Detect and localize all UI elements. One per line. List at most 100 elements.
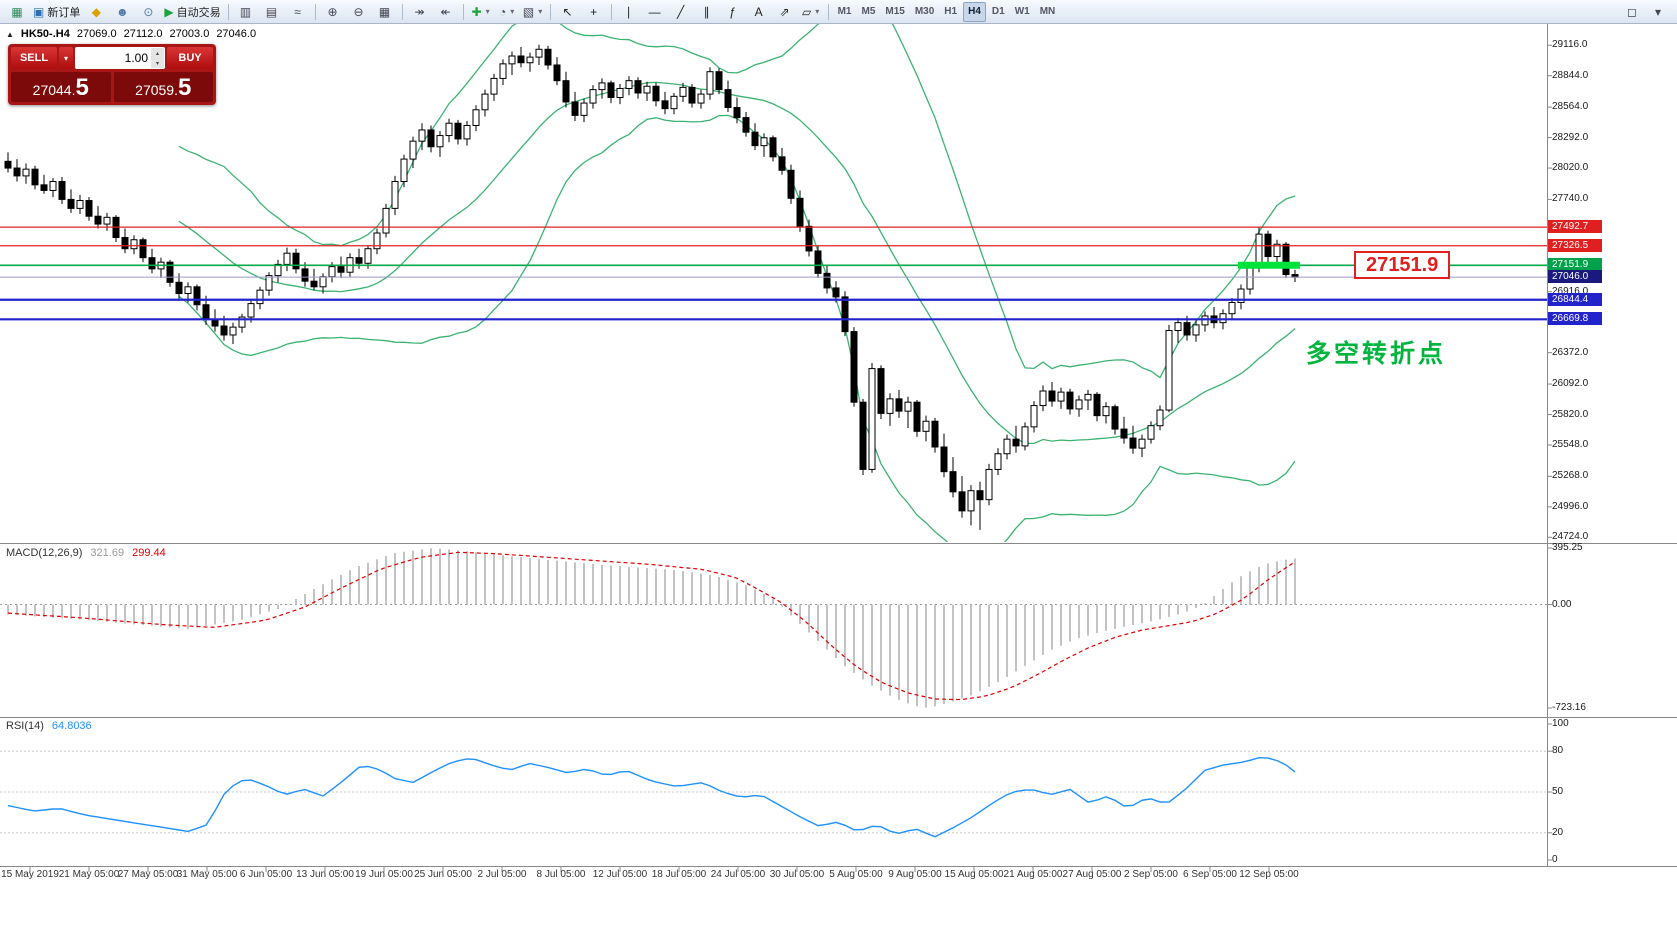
crosshair-icon[interactable]: + <box>581 2 607 22</box>
navigator-icon: ⊙ <box>143 4 154 19</box>
price-tag: 27046.0 <box>1548 270 1602 284</box>
zoom-out-icon: ⊖ <box>353 4 364 19</box>
auto-scroll-icon[interactable]: ↠ <box>407 2 433 22</box>
bar-chart-icon[interactable]: ▥ <box>233 2 259 22</box>
navigator-icon[interactable]: ⊙ <box>135 2 161 22</box>
time-axis-label: 18 Jul 05:00 <box>651 869 707 880</box>
window-menu-icon[interactable]: ▾ <box>1654 5 1662 19</box>
market-watch-icon[interactable]: ◆ <box>83 2 109 22</box>
vertical-line-icon: ∣ <box>625 4 632 19</box>
order-type-dropdown[interactable]: ▾ <box>59 47 73 69</box>
time-axis-label: 27 May 05:00 <box>117 869 179 880</box>
shapes-icon[interactable]: ▱ ▾ <box>798 2 824 22</box>
ohlc-open: 27069.0 <box>76 28 117 40</box>
price-axis-label: 28292.0 <box>1552 131 1589 143</box>
time-axis-label: 12 Jul 05:00 <box>592 869 648 880</box>
line-chart-icon[interactable]: ≈ <box>285 2 311 22</box>
horizontal-line-icon: ― <box>648 4 661 19</box>
chart-shift-icon[interactable]: ↞ <box>433 2 459 22</box>
turning-point-note: 多空转折点 <box>1306 340 1447 368</box>
time-axis-label: 31 May 05:00 <box>176 869 238 880</box>
buy-price[interactable]: 27059. 5 <box>113 72 213 102</box>
time-axis-label: 15 May 2019 <box>1 869 59 880</box>
time-axis-label: 21 May 05:00 <box>58 869 120 880</box>
cursor-icon[interactable]: ↖ <box>555 2 581 22</box>
timeframe-mn[interactable]: MN <box>1039 6 1056 17</box>
periods-icon[interactable]: ◔ ▾ <box>494 2 520 22</box>
price-axis-label: 28844.0 <box>1552 69 1589 81</box>
trendline-icon: ╱ <box>676 4 685 19</box>
price-axis-label: 29116.0 <box>1552 39 1588 51</box>
new-order-button-label: 新订单 <box>47 6 81 19</box>
price-axis-label: 26092.0 <box>1552 378 1589 390</box>
cursor-icon: ↖ <box>562 4 573 19</box>
volume-stepper[interactable]: ▴ ▾ <box>151 48 164 68</box>
timeframe-w1[interactable]: W1 <box>1014 6 1030 17</box>
chevron-down-icon: ▾ <box>510 7 515 16</box>
candlestick-chart-icon: ▤ <box>265 4 278 19</box>
time-axis-label: 27 Aug 05:00 <box>1062 869 1122 880</box>
volume-up-icon[interactable]: ▴ <box>155 50 159 57</box>
data-window-icon[interactable]: ☻ <box>109 2 135 22</box>
volume-value: 1.00 <box>124 51 148 65</box>
price-tag: 27492.7 <box>1548 220 1602 234</box>
rsi-value: 64.8036 <box>51 720 92 732</box>
sell-button[interactable]: SELL <box>11 47 57 69</box>
buy-button[interactable]: BUY <box>167 47 213 69</box>
time-axis-label: 25 Jun 05:00 <box>414 869 472 880</box>
price-annotation-box: 27151.9 <box>1354 251 1451 279</box>
ohlc-close: 27046.0 <box>216 28 257 40</box>
chart-window-icon[interactable]: ▦ <box>4 2 30 22</box>
templates-icon[interactable]: ▧ ▾ <box>520 2 546 22</box>
time-axis-label: 9 Aug 05:00 <box>888 869 942 880</box>
channel-icon[interactable]: ∥ <box>694 2 720 22</box>
timeframe-m1[interactable]: M1 <box>837 6 852 17</box>
price-axis-label: 28564.0 <box>1552 101 1589 113</box>
time-axis-label: 19 Jun 05:00 <box>355 869 413 880</box>
toolbar: ▦ ▣ 新订单 ◆ ☻ ⊙ ▶ 自动交易 ▥ ▤ ≈ ⊕ ⊖ ▦ ↠ ↞ ✚ ▾ ◔ ▾ ▧ ▾ ↖ + ∣ ― ╱ ∥ ƒ A ⇗ ▱ ▾ M1… <box>0 0 1677 24</box>
chevron-down-icon: ▾ <box>538 7 543 16</box>
sell-price-big: 5 <box>75 74 89 101</box>
volume-down-icon[interactable]: ▾ <box>155 60 159 67</box>
timeframe-m30[interactable]: M30 <box>914 6 935 17</box>
rsi-axis-label: 50 <box>1552 786 1564 797</box>
fibonacci-icon[interactable]: ƒ <box>720 2 746 22</box>
timeframe-h1[interactable]: H1 <box>944 6 958 17</box>
zoom-out-icon[interactable]: ⊖ <box>346 2 372 22</box>
timeframe-m5[interactable]: M5 <box>861 6 876 17</box>
autotrading-button[interactable]: ▶ 自动交易 <box>161 2 223 22</box>
horizontal-line-icon[interactable]: ― <box>642 2 668 22</box>
templates-icon: ▧ <box>522 4 535 19</box>
indicators-icon: ✚ <box>471 4 482 19</box>
arrows-icon[interactable]: ⇗ <box>772 2 798 22</box>
line-chart-icon: ≈ <box>294 4 301 19</box>
new-order-button[interactable]: ▣ 新订单 <box>30 2 83 22</box>
indicators-icon[interactable]: ✚ ▾ <box>468 2 494 22</box>
timeframe-m15[interactable]: M15 <box>885 6 905 17</box>
price-axis-label: 26916.0 <box>1552 285 1589 297</box>
symbol-name: HK50-.H4 <box>20 28 70 40</box>
sell-price[interactable]: 27044. 5 <box>11 72 111 102</box>
volume-input[interactable]: 1.00 ▴ ▾ <box>75 47 165 69</box>
autotrading-button-label: 自动交易 <box>176 6 221 19</box>
shapes-icon: ▱ <box>801 4 812 19</box>
zoom-in-icon[interactable]: ⊕ <box>320 2 346 22</box>
price-axis-label: 28020.0 <box>1552 162 1589 174</box>
buy-price-big: 5 <box>177 74 192 101</box>
vertical-line-icon[interactable]: ∣ <box>616 2 642 22</box>
macd-value-signal: 299.44 <box>132 547 166 559</box>
timeframe-d1[interactable]: D1 <box>991 6 1005 17</box>
tile-windows-icon[interactable]: ▦ <box>372 2 398 22</box>
price-axis-label: 26372.0 <box>1552 346 1589 358</box>
time-axis-label: 15 Aug 05:00 <box>944 869 1004 880</box>
data-window-icon: ☻ <box>116 4 129 19</box>
trendline-icon[interactable]: ╱ <box>668 2 694 22</box>
timeframe-h4[interactable]: H4 <box>963 1 986 22</box>
candlestick-chart-icon[interactable]: ▤ <box>259 2 285 22</box>
new-window-icon[interactable]: ◻ <box>1627 5 1637 19</box>
text-icon[interactable]: A <box>746 2 772 22</box>
new-order-button: ▣ <box>33 4 45 19</box>
fibonacci-icon: ƒ <box>729 4 736 19</box>
chart-marker-icon: ▲ <box>6 29 14 39</box>
